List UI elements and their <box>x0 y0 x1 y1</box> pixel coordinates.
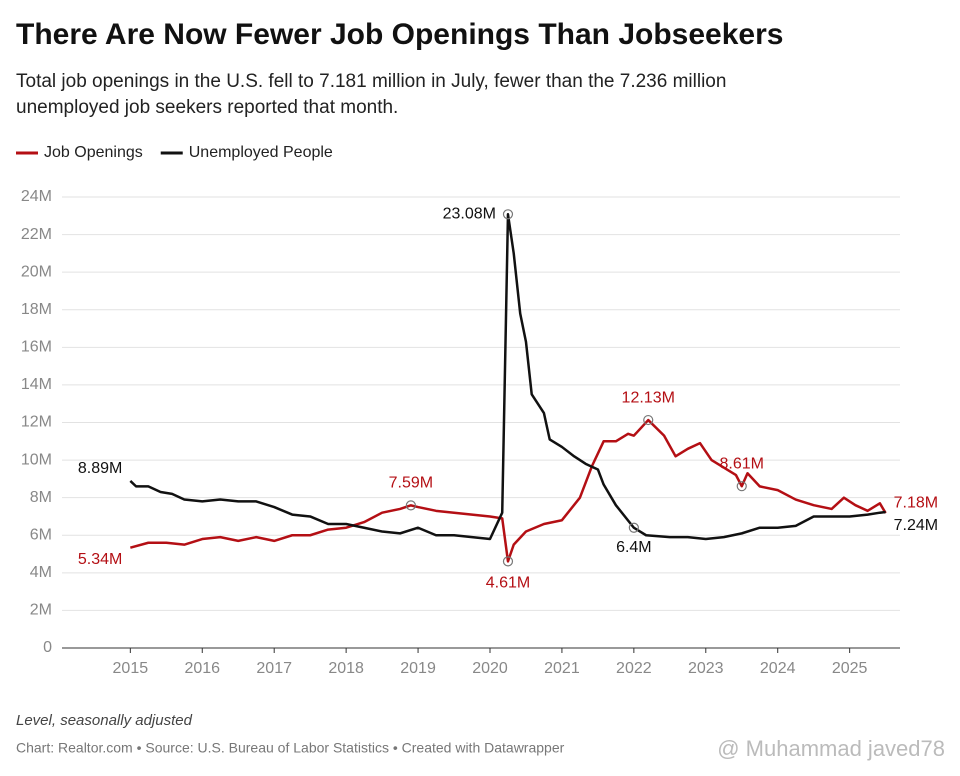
series-line <box>129 213 886 541</box>
subtitle: unemployed job seekers reported that mon… <box>16 97 398 118</box>
x-tick-label: 2020 <box>472 660 508 677</box>
y-tick-label: 8M <box>30 489 52 506</box>
subtitle: Total job openings in the U.S. fell to 7… <box>16 71 726 92</box>
legend-label: Unemployed People <box>189 144 333 161</box>
annotation-marker <box>736 481 747 492</box>
watermark: @ Muhammad javed78 <box>717 736 945 761</box>
y-tick-label: 6M <box>30 526 52 543</box>
x-tick-label: 2025 <box>832 660 868 677</box>
x-tick-label: 2018 <box>328 660 364 677</box>
x-tick-label: 2015 <box>113 660 149 677</box>
y-tick-label: 20M <box>21 263 52 280</box>
source: Chart: Realtor.com • Source: U.S. Bureau… <box>16 740 565 756</box>
annotation-label: 4.61M <box>486 575 530 592</box>
y-tick-label: 24M <box>21 188 52 205</box>
note: Level, seasonally adjusted <box>16 712 193 729</box>
x-tick-label: 2021 <box>544 660 580 677</box>
series-line <box>130 418 887 563</box>
annotation-marker <box>502 209 514 220</box>
annotation-marker <box>628 522 639 533</box>
chart-title: There Are Now Fewer Job Openings Than Jo… <box>16 18 783 51</box>
x-tick-label: 2022 <box>616 660 652 677</box>
annotation-label: 6.4M <box>616 539 652 556</box>
legend-label: Job Openings <box>44 144 143 161</box>
y-tick-label: 18M <box>21 301 52 318</box>
annotation-label: 7.59M <box>389 475 433 492</box>
annotation-label: 23.08M <box>443 206 496 223</box>
y-tick-label: 4M <box>30 564 52 581</box>
annotation-label: 7.24M <box>894 517 938 534</box>
annotation-label: 5.34M <box>78 551 122 568</box>
annotation-label: 8.61M <box>720 455 764 472</box>
annotation-marker <box>405 500 416 511</box>
y-tick-label: 10M <box>21 451 52 468</box>
x-tick-label: 2019 <box>400 660 436 677</box>
y-tick-label: 12M <box>21 414 52 431</box>
annotation-marker <box>502 556 514 567</box>
y-tick-label: 14M <box>21 376 52 393</box>
y-tick-label: 0 <box>43 639 52 656</box>
y-tick-label: 2M <box>30 602 52 619</box>
annotation-label: 7.18M <box>894 494 938 511</box>
x-tick-label: 2016 <box>184 660 220 677</box>
y-tick-label: 22M <box>21 226 52 243</box>
annotation-label: 12.13M <box>622 389 675 406</box>
x-tick-label: 2024 <box>760 660 796 677</box>
y-tick-label: 16M <box>21 339 52 356</box>
annotation-marker <box>643 414 654 426</box>
x-tick-label: 2017 <box>256 660 292 677</box>
x-tick-label: 2023 <box>688 660 724 677</box>
annotation-label: 8.89M <box>78 460 122 477</box>
